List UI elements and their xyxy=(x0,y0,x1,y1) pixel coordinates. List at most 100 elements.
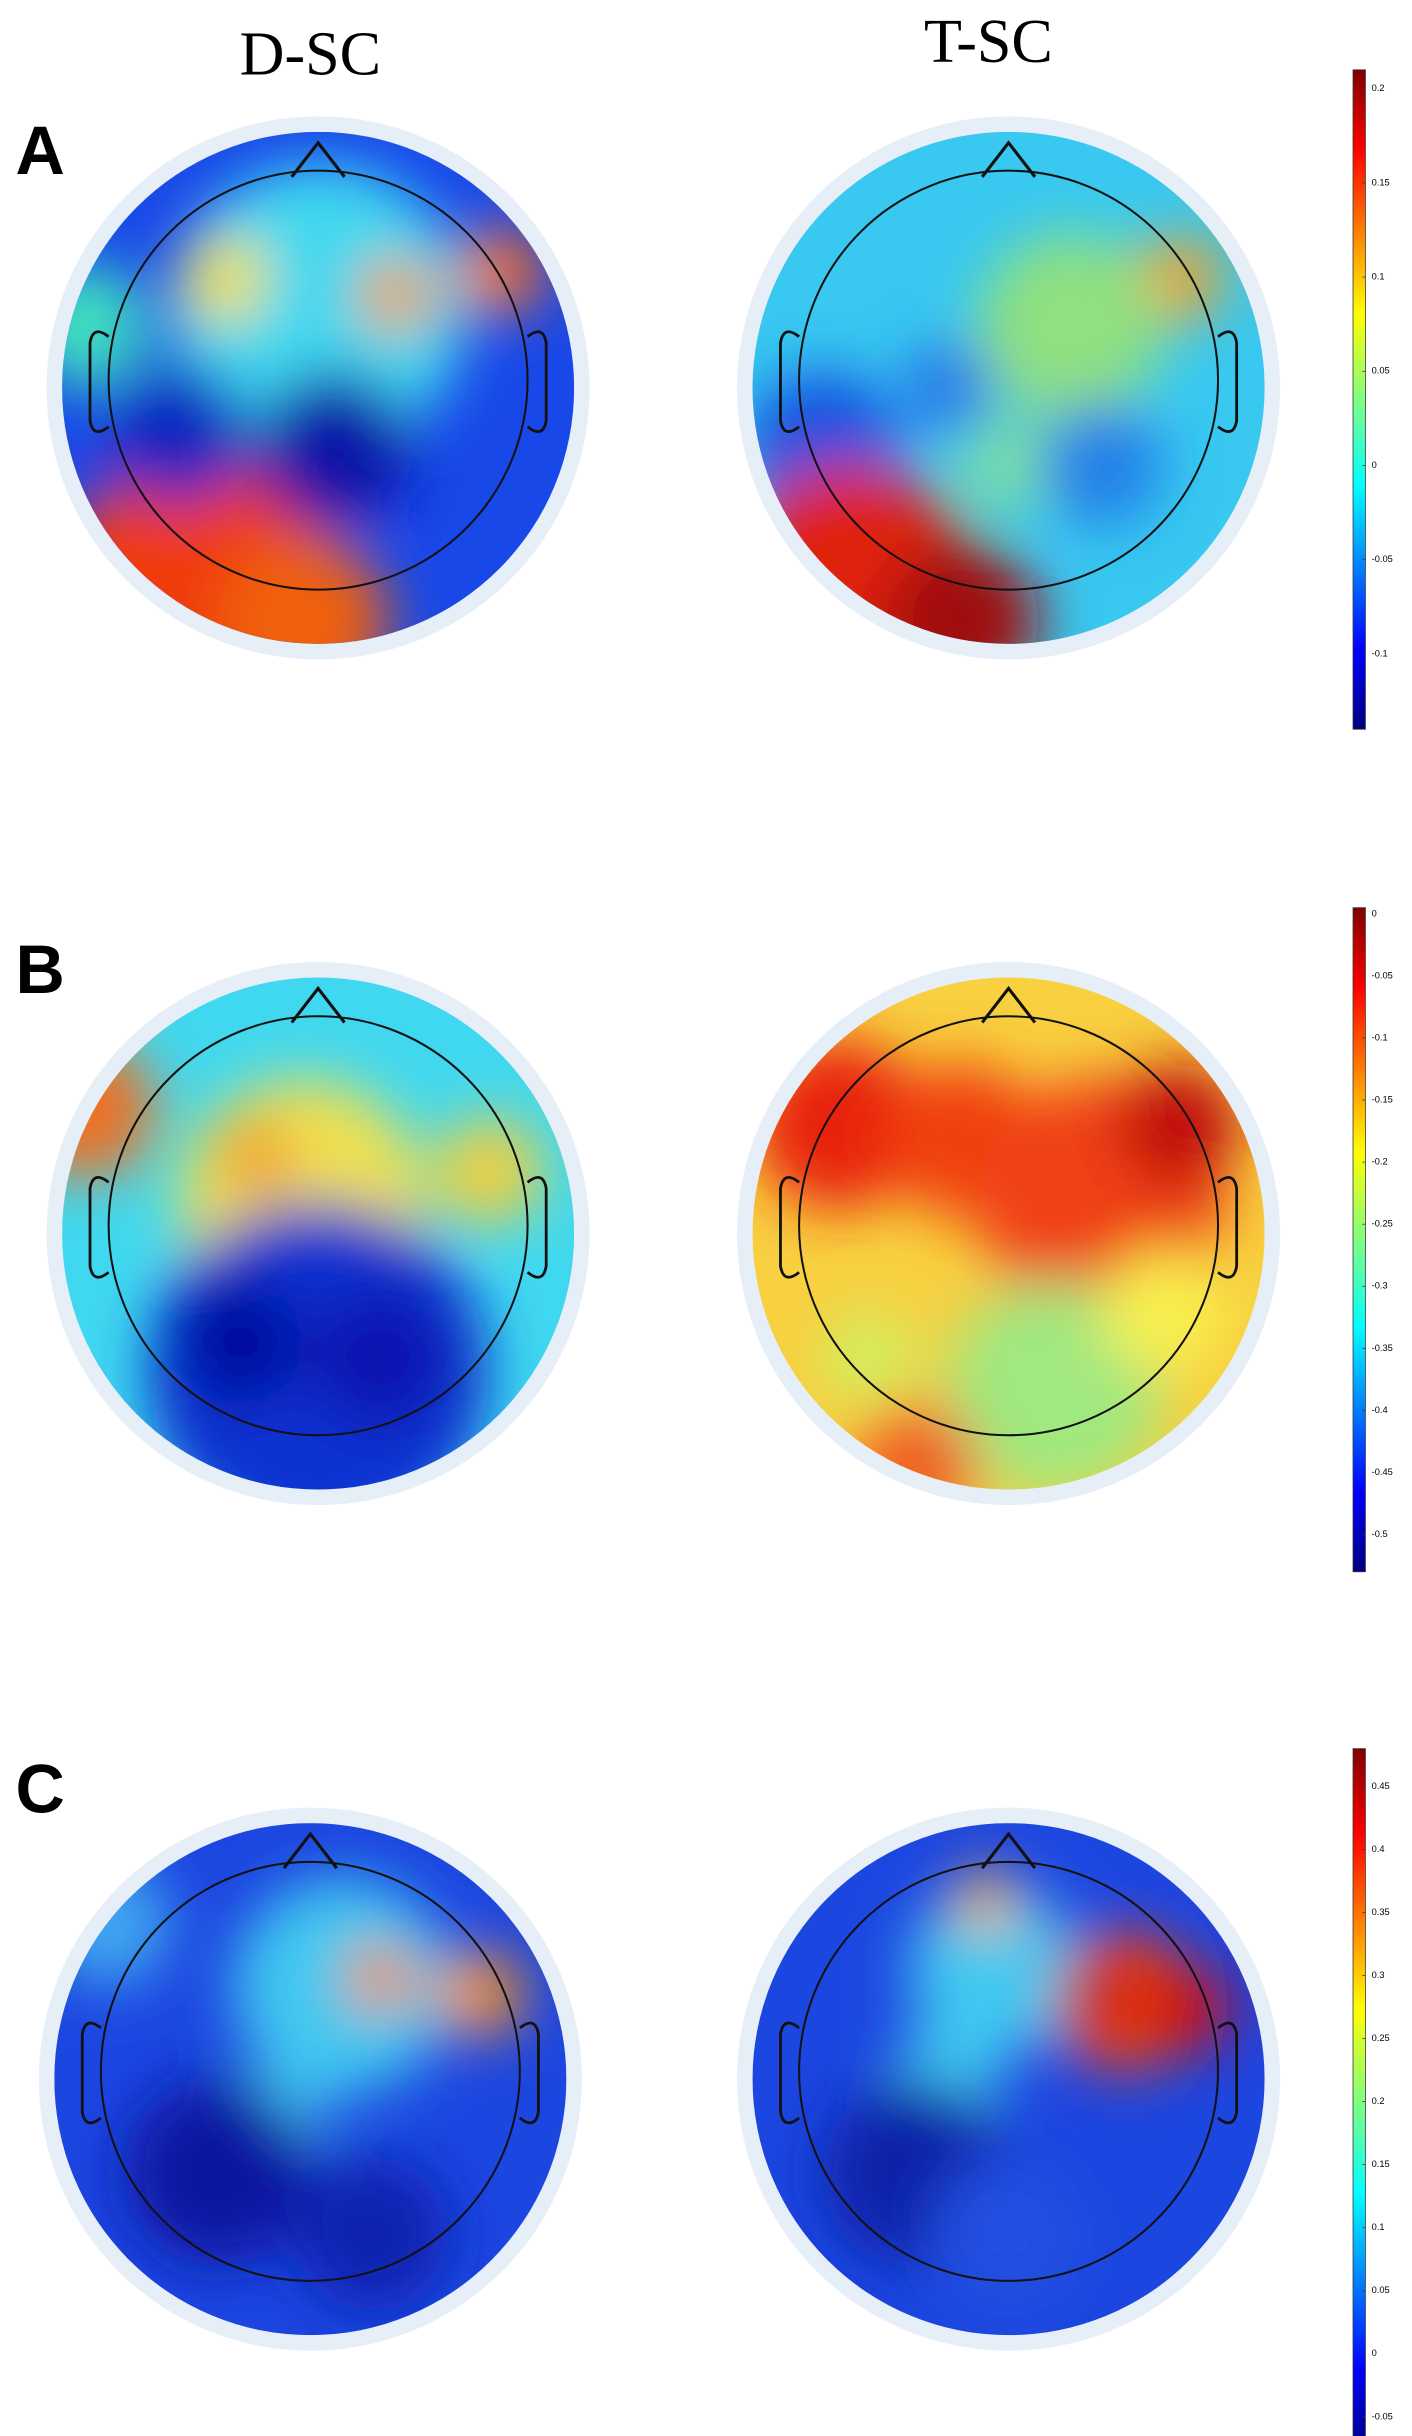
map-blob xyxy=(822,1311,916,1405)
topomap xyxy=(752,131,1265,644)
map-blob xyxy=(124,2079,311,2266)
topomap xyxy=(62,131,575,644)
map-blob xyxy=(977,232,1164,419)
colorbar-tick-label: -0.35 xyxy=(1372,1343,1393,1353)
map-blobs xyxy=(752,1039,1242,1490)
colorbar-tick-label: 0.15 xyxy=(1372,177,1390,187)
colorbar xyxy=(1352,907,1366,1573)
map-blob xyxy=(1039,403,1164,528)
colorbar xyxy=(1352,1748,1366,2436)
colorbar-tick-label: 0.05 xyxy=(1372,366,1390,376)
colorbar-tick-label: -0.5 xyxy=(1372,1529,1388,1539)
panel-label: B xyxy=(16,932,65,1008)
column-label: D-SC xyxy=(240,20,381,88)
map-blobs xyxy=(54,1861,525,2312)
colorbar-tick-label: 0.35 xyxy=(1372,1907,1390,1917)
map-blob xyxy=(1101,1249,1226,1374)
map-blobs xyxy=(62,162,545,644)
topomap xyxy=(62,977,575,1490)
map-blob xyxy=(1062,1962,1125,2025)
colorbar-tick-label: 0 xyxy=(1372,460,1377,470)
column-label: T-SC xyxy=(924,8,1053,76)
map-blob xyxy=(853,1404,978,1490)
map-blob xyxy=(62,457,334,644)
map-blob xyxy=(1117,1062,1242,1187)
map-blob xyxy=(954,1869,1017,1932)
nose xyxy=(290,985,346,1024)
colorbar-tick-label: -0.15 xyxy=(1372,1095,1393,1105)
map-blob xyxy=(256,372,412,528)
colorbar xyxy=(1352,69,1366,730)
nose xyxy=(290,140,346,178)
map-blob xyxy=(310,1287,450,1428)
colorbar-tick-label: -0.3 xyxy=(1372,1281,1388,1291)
colorbar-tick-label: 0.05 xyxy=(1372,2285,1390,2295)
map-blob xyxy=(884,543,1040,644)
map-blob xyxy=(232,1877,450,2095)
map-blob xyxy=(294,2156,450,2312)
colorbar-tick-label: 0.15 xyxy=(1372,2159,1390,2169)
ear xyxy=(779,1175,800,1279)
ear xyxy=(1217,1175,1239,1279)
map-blob xyxy=(62,263,148,388)
ear xyxy=(779,2021,800,2125)
colorbar-tick-label: -0.25 xyxy=(1372,1219,1393,1229)
colorbar-tick-label: 0.2 xyxy=(1372,2096,1385,2106)
map-blob xyxy=(457,228,545,315)
map-blob xyxy=(907,1885,1079,2056)
colorbar-tick-label: -0.05 xyxy=(1372,554,1393,564)
colorbar-tick-label: 0 xyxy=(1372,908,1377,918)
nose xyxy=(980,1831,1037,1870)
map-blob xyxy=(437,1950,525,2038)
nose xyxy=(980,140,1037,178)
colorbar-tick-label: -0.4 xyxy=(1372,1405,1388,1415)
colorbar-tick-label: 0.4 xyxy=(1372,1844,1385,1854)
ear xyxy=(779,330,800,434)
colorbar-tick-label: 0 xyxy=(1372,2348,1377,2358)
colorbar-tick-label: -0.1 xyxy=(1372,648,1388,658)
head xyxy=(107,169,529,591)
map-blob xyxy=(178,1280,303,1405)
map-blobs xyxy=(62,1039,544,1490)
nose xyxy=(282,1831,338,1870)
ear xyxy=(88,330,110,434)
map-blob xyxy=(358,257,433,333)
map-blob xyxy=(181,235,269,323)
map-blob xyxy=(217,535,388,644)
map-blob xyxy=(346,1944,415,2013)
head xyxy=(798,1015,1220,1437)
ear xyxy=(80,2021,102,2125)
map-blob xyxy=(930,2156,1087,2312)
colorbar-tick-label: -0.45 xyxy=(1372,1467,1393,1477)
ear xyxy=(1217,330,1239,434)
ear xyxy=(518,2021,540,2125)
map-blobs xyxy=(822,1869,1231,2312)
topomap xyxy=(752,977,1265,1490)
colorbar-tick-label: 0.3 xyxy=(1372,1970,1385,1980)
colorbar-tick-label: 0.2 xyxy=(1372,83,1385,93)
topomap xyxy=(54,1823,567,2336)
head xyxy=(107,1015,529,1437)
head xyxy=(798,1860,1220,2282)
map-blob xyxy=(962,418,1056,513)
ear xyxy=(1217,2021,1239,2125)
nose xyxy=(980,985,1037,1024)
ear xyxy=(526,330,548,434)
colorbar-tick-label: 0.45 xyxy=(1372,1781,1390,1791)
map-blob xyxy=(170,162,466,458)
colorbar-tick-label: -0.1 xyxy=(1372,1032,1388,1042)
map-blob xyxy=(217,1117,295,1195)
colorbar-tick-label: -0.05 xyxy=(1372,2411,1393,2421)
map-blob xyxy=(899,341,994,435)
head xyxy=(798,169,1220,591)
colorbar-tick-label: 0.1 xyxy=(1372,2222,1385,2232)
head xyxy=(99,1860,521,2282)
map-blob xyxy=(108,364,249,505)
colorbar-tick-label: -0.05 xyxy=(1372,970,1393,980)
panel-label: A xyxy=(16,113,65,189)
ear xyxy=(88,1175,110,1279)
colorbar-tick-label: 0.25 xyxy=(1372,2033,1390,2043)
colorbar-tick-label: -0.2 xyxy=(1372,1157,1388,1167)
panel-label: C xyxy=(16,1751,65,1827)
